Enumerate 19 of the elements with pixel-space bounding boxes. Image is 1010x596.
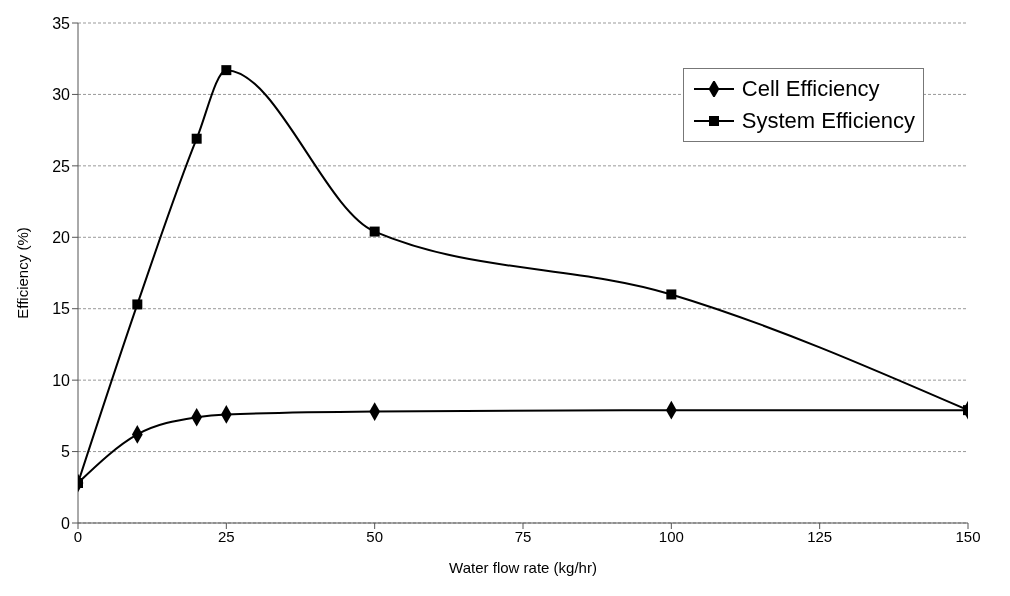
x-tick-label: 75	[514, 527, 532, 545]
y-tick-label: 10	[52, 371, 71, 389]
x-tick-label: 100	[658, 527, 684, 545]
y-tick-label: 15	[52, 300, 71, 318]
x-tick-label: 0	[73, 527, 83, 545]
y-tick-label: 20	[52, 228, 71, 246]
x-tick-label: 125	[807, 527, 833, 545]
x-tick-label: 150	[955, 527, 981, 545]
x-tick-label: 50	[366, 527, 384, 545]
y-tick-label: 30	[52, 86, 71, 104]
y-tick-label: 25	[52, 157, 71, 175]
x-axis-title: Water flow rate (kg/hr)	[449, 559, 597, 576]
y-tick-label: 0	[61, 514, 71, 532]
y-tick-label: 5	[61, 443, 71, 461]
legend-label: System Efficiency	[741, 107, 915, 135]
y-axis-title: Efficiency (%)	[14, 227, 32, 319]
legend-label: Cell Efficiency	[741, 75, 880, 103]
x-tick-label: 25	[217, 527, 235, 545]
y-tick-label: 35	[52, 14, 71, 32]
